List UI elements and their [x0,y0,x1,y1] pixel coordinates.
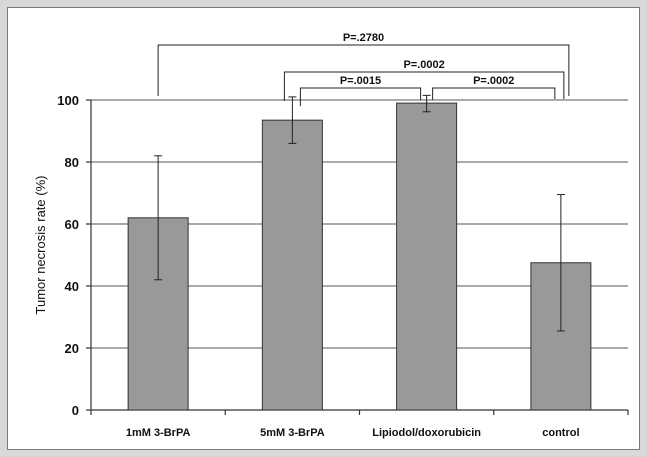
p-value-label: P=.0002 [473,75,514,87]
y-tick-label: 60 [65,217,79,232]
significance-bracket [299,87,422,106]
p-value-label: P=.0002 [403,59,444,71]
x-category-label: 5mM 3-BrPA [260,427,325,439]
y-tick-label: 0 [72,403,79,418]
y-tick-label: 20 [65,341,79,356]
y-tick-label: 80 [65,155,79,170]
significance-bracket [157,44,570,96]
significance-bracket [283,71,565,101]
y-tick-label: 40 [65,279,79,294]
x-category-label: Lipiodol/doxorubicin [372,427,481,439]
p-value-label: P=.0015 [340,75,381,87]
y-tick-label: 100 [57,93,79,108]
bar [396,102,458,411]
p-value-label: P=.2780 [343,32,384,44]
x-category-label: control [542,427,579,439]
y-axis-label: Tumor necrosis rate (%) [33,176,48,315]
bar [261,119,323,411]
significance-bracket [432,87,556,100]
x-category-label: 1mM 3-BrPA [126,427,191,439]
